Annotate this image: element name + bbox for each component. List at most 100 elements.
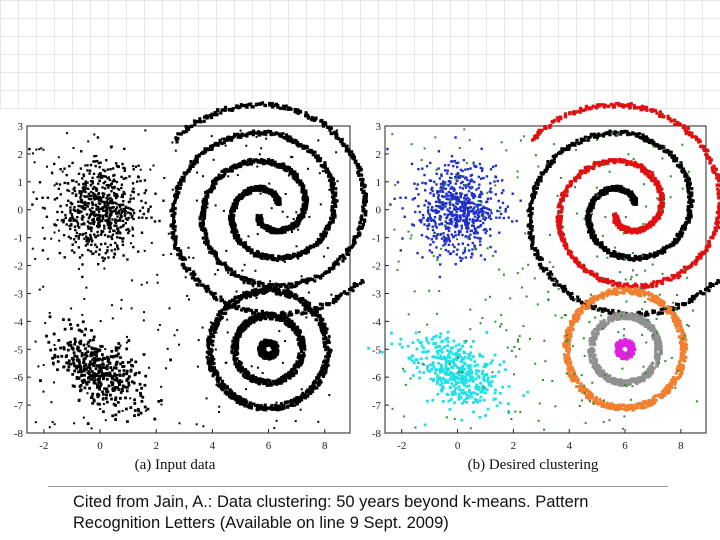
data-point	[90, 395, 94, 399]
data-point	[276, 378, 280, 382]
data-point	[222, 108, 226, 112]
data-point	[95, 350, 98, 354]
data-point	[288, 325, 292, 329]
data-point	[212, 113, 216, 117]
data-point	[255, 135, 258, 138]
data-point	[450, 196, 453, 199]
data-point	[304, 114, 308, 118]
data-point	[118, 236, 122, 240]
data-point	[296, 397, 299, 401]
data-point	[302, 354, 306, 358]
data-point	[132, 168, 135, 171]
data-point	[71, 217, 75, 220]
data-point	[186, 127, 191, 131]
data-point	[427, 209, 430, 212]
data-point	[109, 366, 113, 369]
data-point	[208, 358, 212, 362]
data-point	[334, 294, 338, 299]
data-point	[171, 209, 175, 213]
data-point	[265, 130, 269, 134]
data-point	[201, 201, 206, 205]
data-point	[249, 320, 253, 324]
data-point	[85, 202, 88, 206]
data-point	[140, 199, 143, 203]
data-point	[111, 218, 114, 221]
data-point	[118, 231, 121, 234]
data-point	[350, 286, 354, 290]
data-point	[220, 262, 224, 266]
data-point	[109, 207, 112, 210]
data-point	[106, 221, 109, 224]
data-point	[449, 191, 452, 195]
data-point	[297, 214, 301, 218]
data-point	[51, 421, 54, 423]
data-point	[88, 366, 91, 369]
data-point	[361, 222, 365, 226]
data-point	[295, 180, 299, 184]
data-point	[81, 381, 85, 384]
data-point	[188, 166, 192, 170]
data-point	[294, 420, 297, 423]
data-point	[87, 216, 91, 220]
data-point	[247, 291, 251, 295]
data-point	[223, 263, 228, 267]
data-point	[95, 208, 98, 211]
data-point	[341, 253, 345, 257]
data-point	[69, 237, 72, 240]
data-point	[361, 205, 365, 209]
data-point	[258, 281, 262, 285]
data-point	[437, 150, 441, 153]
data-point	[103, 267, 106, 270]
data-point	[86, 220, 90, 223]
data-point	[280, 376, 284, 380]
data-point	[72, 179, 75, 182]
data-point	[357, 226, 361, 230]
data-point	[325, 167, 329, 171]
data-point	[314, 155, 318, 159]
data-point	[485, 175, 489, 178]
data-point	[88, 169, 92, 172]
data-point	[240, 132, 244, 136]
data-point	[80, 192, 83, 195]
data-point	[103, 180, 107, 184]
y-tick-label: -7	[14, 400, 24, 412]
data-point	[482, 221, 485, 225]
data-point	[238, 134, 242, 138]
data-point	[300, 275, 303, 278]
series-points	[386, 136, 522, 279]
data-point	[96, 159, 99, 163]
data-point	[290, 222, 294, 226]
data-point	[473, 180, 476, 184]
data-point	[112, 178, 116, 181]
data-point	[356, 166, 360, 170]
data-point	[430, 219, 433, 222]
data-point	[332, 263, 337, 267]
data-point	[269, 283, 273, 287]
data-point	[478, 240, 482, 243]
data-point	[242, 190, 246, 194]
data-point	[110, 221, 113, 225]
data-point	[77, 246, 80, 249]
data-point	[172, 218, 176, 222]
data-point	[271, 254, 275, 258]
data-point	[279, 381, 283, 385]
data-point	[67, 365, 71, 369]
data-point	[81, 275, 84, 279]
data-point	[134, 360, 138, 364]
data-point	[73, 337, 77, 341]
data-point	[190, 276, 194, 280]
data-point	[285, 137, 289, 141]
data-point	[67, 359, 71, 363]
data-point	[31, 203, 34, 206]
data-point	[315, 386, 319, 390]
data-point	[322, 325, 326, 329]
data-point	[216, 384, 220, 387]
data-point	[350, 154, 354, 158]
data-point	[216, 108, 220, 112]
data-point	[102, 403, 105, 405]
data-point	[259, 351, 263, 355]
data-point	[214, 295, 218, 300]
data-point	[479, 243, 482, 247]
data-point	[206, 350, 210, 354]
data-point	[216, 380, 220, 384]
